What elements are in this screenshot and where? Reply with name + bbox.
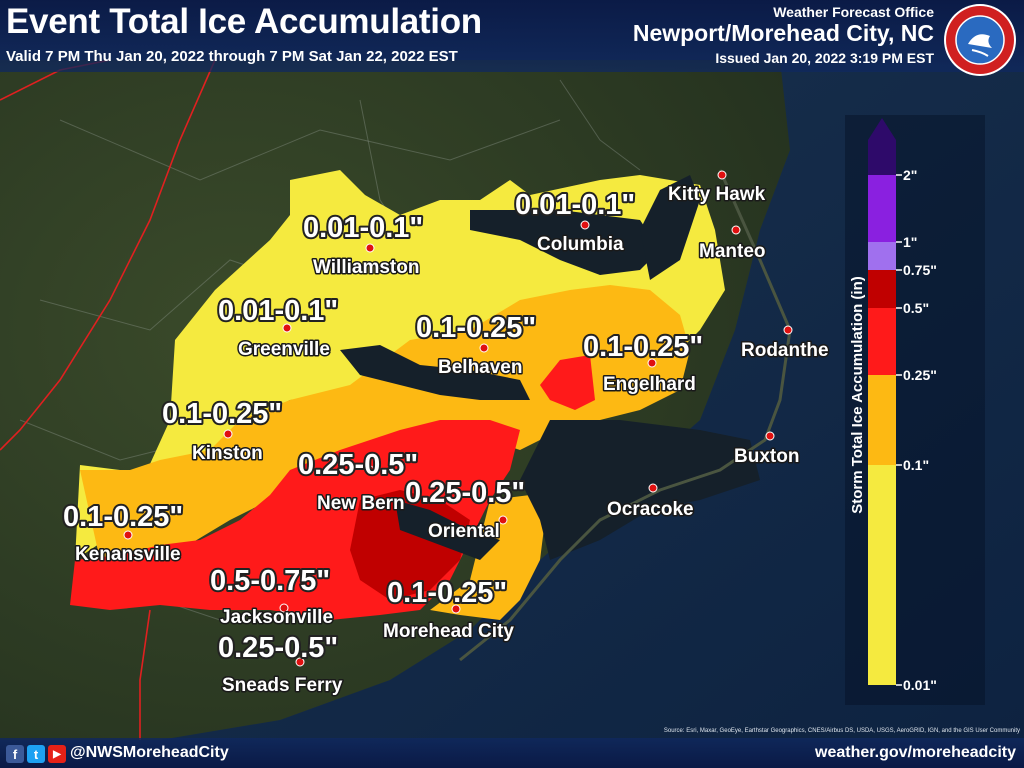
city-dot (479, 343, 489, 353)
city-label: Williamston (313, 257, 419, 278)
city-dot (731, 225, 741, 235)
header-bar: Event Total Ice Accumulation Valid 7 PM … (0, 0, 1024, 76)
city-label: Jacksonville (220, 607, 333, 628)
city-dot (783, 325, 793, 335)
legend-tick-label: 0.25" (903, 367, 937, 383)
zone-0.1-0.25 (80, 285, 690, 560)
legend-arrow-icon (868, 118, 896, 140)
legend-title: Storm Total Ice Accumulation (in) (849, 276, 866, 514)
social-icons: f t ▶ (6, 745, 66, 763)
ice-amount-label: 0.1-0.25" (416, 312, 536, 344)
legend: 2" 1" 0.75" 0.5" 0.25" 0.1" 0.01" Storm Total … (845, 115, 985, 705)
city-label: Manteo (699, 241, 766, 262)
city-label: Engelhard (603, 374, 696, 395)
zone-0.25-0.5-north (540, 355, 595, 410)
ice-amount-label: 0.5-0.75" (210, 565, 330, 597)
legend-ticks: 2" 1" 0.75" 0.5" 0.25" 0.1" 0.01" (896, 167, 937, 693)
city-dot (717, 170, 727, 180)
ice-amount-label: 0.01-0.1" (218, 295, 338, 327)
city-label: Buxton (734, 446, 799, 467)
ice-amount-label: 0.25-0.5" (218, 632, 338, 664)
city-label: New Bern (317, 493, 405, 514)
nws-logo-icon (944, 4, 1016, 76)
city-dot (295, 657, 305, 667)
city-label: Kitty Hawk (668, 184, 766, 205)
social-handle[interactable]: @NWSMoreheadCity (70, 744, 229, 761)
footer-bar: f t ▶ @NWSMoreheadCity weather.gov/moreh… (0, 738, 1024, 768)
page-title: Event Total Ice Accumulation (6, 2, 482, 41)
legend-panel (845, 115, 985, 705)
city-dot (123, 530, 133, 540)
twitter-icon[interactable]: t (27, 745, 45, 763)
city-dot (648, 483, 658, 493)
ice-amount-label: 0.1-0.25" (387, 577, 507, 609)
legend-tick-label: 0.75" (903, 262, 937, 278)
city-dot (580, 220, 590, 230)
legend-band (868, 375, 896, 465)
legend-band (868, 270, 896, 308)
website-link[interactable]: weather.gov/moreheadcity (815, 744, 1016, 761)
city-dot (223, 429, 233, 439)
city-label: Oriental (428, 521, 500, 542)
city-dot (498, 515, 508, 525)
city-label: Morehead City (383, 621, 514, 642)
office-label: Weather Forecast Office (773, 4, 934, 20)
city-dot (647, 358, 657, 368)
city-label: Greenville (238, 339, 330, 360)
city-label: Sneads Ferry (222, 675, 343, 696)
city-label: Kinston (192, 443, 263, 464)
city-dot (282, 323, 292, 333)
city-dot (279, 603, 289, 613)
legend-band (868, 140, 896, 175)
city-label: Rodanthe (741, 340, 829, 361)
valid-time: Valid 7 PM Thu Jan 20, 2022 through 7 PM… (6, 48, 458, 65)
legend-tick-label: 0.5" (903, 300, 929, 316)
city-label: Columbia (537, 234, 624, 255)
city-dot (365, 465, 375, 475)
legend-tick-label: 0.01" (903, 677, 937, 693)
ice-amount-label: 0.01-0.1" (303, 212, 423, 244)
legend-band (868, 175, 896, 242)
office-name: Newport/Morehead City, NC (632, 20, 934, 46)
facebook-icon[interactable]: f (6, 745, 24, 763)
city-dot (451, 604, 461, 614)
amount-label-layer: 0.01-0.1" 0.01-0.1" 0.01-0.1" 0.1-0.25" 0.1-… (61, 187, 705, 666)
city-label: Belhaven (438, 357, 522, 378)
legend-tick-label: 1" (903, 234, 917, 250)
legend-tick-label: 0.1" (903, 457, 929, 473)
city-dot (765, 431, 775, 441)
zone-0.1-0.25-coast (430, 495, 545, 620)
map-source-credit: Source: Esri, Maxar, GeoEye, Earthstar G… (663, 728, 1020, 734)
issued-time: Issued Jan 20, 2022 3:19 PM EST (715, 50, 934, 66)
legend-tick-label: 2" (903, 167, 917, 183)
outer-banks (459, 169, 792, 662)
ice-amount-label: 0.1-0.25" (63, 501, 183, 533)
legend-band (868, 242, 896, 270)
ice-amount-label: 0.25-0.5" (405, 477, 525, 509)
city-layer: Kitty Hawk Columbia Manteo Williamston Green… (74, 170, 830, 698)
ice-amount-label: 0.01-0.1" (515, 189, 635, 221)
city-dot (365, 243, 375, 253)
legend-band (868, 465, 896, 685)
legend-color-bar (868, 118, 896, 685)
sounds (340, 175, 760, 560)
ice-amount-label: 0.25-0.5" (298, 449, 418, 481)
city-label: Kenansville (75, 544, 181, 565)
city-label: Ocracoke (607, 499, 694, 520)
ice-amount-label: 0.1-0.25" (162, 398, 282, 430)
youtube-icon[interactable]: ▶ (48, 745, 66, 763)
ice-amount-label: 0.1-0.25" (583, 331, 703, 363)
legend-band (868, 308, 896, 375)
